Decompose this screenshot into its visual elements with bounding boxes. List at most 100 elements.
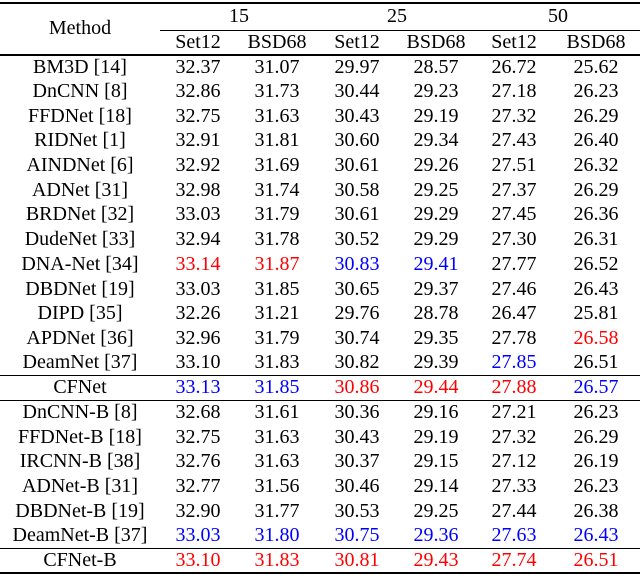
table-row: IRCNN-B [38] 32.76 31.63 30.37 29.15 27.12 26.…	[0, 450, 640, 475]
value-cell: 31.61	[236, 399, 318, 425]
value-cell: 31.83	[236, 547, 318, 573]
table-row: ADNet-B [31] 32.77 31.56 30.46 29.14 27.33 26.…	[0, 474, 640, 499]
value-cell: 31.79	[254, 203, 300, 226]
value-cell: 32.75	[175, 425, 221, 448]
value-cell: 27.32	[491, 104, 537, 127]
dataset-header-bsd68-25: BSD68	[396, 30, 476, 56]
table-body: BM3D [14] 32.37 31.07 29.97 28.57 26.72 25.62 D…	[0, 55, 640, 573]
dataset-header-set12-15: Set12	[160, 30, 236, 56]
table-row: ADNet [31] 32.98 31.74 30.58 29.25 27.37 26.29	[0, 178, 640, 203]
method-cell: CFNet-B	[0, 547, 160, 573]
value-cell: 30.53	[334, 499, 380, 522]
method-cell: DNA-Net [34]	[21, 252, 139, 275]
value-cell: 29.36	[413, 524, 459, 547]
value-cell: 26.43	[573, 524, 619, 547]
method-cell: DBDNet-B [19]	[15, 499, 145, 522]
value-cell: 27.88	[476, 374, 552, 401]
value-cell: 27.21	[476, 399, 552, 425]
method-column-header: Method	[0, 3, 160, 56]
value-cell: 33.03	[175, 524, 221, 547]
dataset-header-bsd68-15: BSD68	[236, 30, 318, 56]
value-cell: 33.13	[160, 374, 236, 401]
value-cell: 26.57	[552, 374, 640, 401]
value-cell: 27.78	[491, 326, 537, 349]
value-cell: 31.63	[254, 425, 300, 448]
method-cell: BRDNet [32]	[25, 203, 135, 226]
dataset-header-set12-50: Set12	[476, 30, 552, 56]
method-cell: RIDNet [1]	[34, 129, 126, 152]
value-cell: 27.32	[491, 425, 537, 448]
value-cell: 26.51	[552, 547, 640, 573]
value-cell: 30.43	[334, 104, 380, 127]
value-cell: 32.96	[175, 326, 221, 349]
table-row: FFDNet-B [18] 32.75 31.63 30.43 29.19 27.32 26…	[0, 425, 640, 450]
value-cell: 31.85	[236, 374, 318, 401]
table-row: DeamNet [37] 33.10 31.83 30.82 29.39 27.85 26.…	[0, 351, 640, 376]
value-cell: 29.25	[413, 499, 459, 522]
table-row: RIDNet [1] 32.91 31.81 30.60 29.34 27.43 26.40	[0, 129, 640, 154]
value-cell: 26.29	[573, 104, 619, 127]
value-cell: 26.23	[573, 475, 619, 498]
value-cell: 26.47	[491, 302, 537, 325]
table-row: AINDNet [6] 32.92 31.69 30.61 29.26 27.51 26.3…	[0, 153, 640, 178]
value-cell: 30.75	[334, 524, 380, 547]
value-cell: 26.23	[573, 80, 619, 103]
value-cell: 30.82	[334, 351, 380, 374]
dataset-header-bsd68-50: BSD68	[552, 30, 640, 56]
value-cell: 31.79	[254, 326, 300, 349]
method-cell: BM3D [14]	[33, 55, 127, 78]
value-cell: 30.46	[334, 475, 380, 498]
method-cell: FFDNet-B [18]	[18, 425, 142, 448]
value-cell: 25.62	[573, 55, 619, 78]
value-cell: 26.23	[552, 399, 640, 425]
value-cell: 26.40	[573, 129, 619, 152]
table-row: DnCNN [8] 32.86 31.73 30.44 29.23 27.18 26.23	[0, 79, 640, 104]
value-cell: 33.03	[175, 277, 221, 300]
header-row-datasets: Set12 BSD68 Set12 BSD68 Set12 BSD68	[0, 30, 640, 56]
value-cell: 31.73	[254, 80, 300, 103]
value-cell: 30.81	[318, 547, 396, 573]
value-cell: 30.37	[334, 450, 380, 473]
value-cell: 30.60	[334, 129, 380, 152]
method-cell: DeamNet [37]	[22, 351, 138, 374]
value-cell: 27.12	[491, 450, 537, 473]
value-cell: 30.52	[334, 228, 380, 251]
value-cell: 26.72	[491, 55, 537, 78]
value-cell: 27.46	[491, 277, 537, 300]
value-cell: 31.80	[254, 524, 300, 547]
value-cell: 31.81	[254, 129, 300, 152]
value-cell: 26.32	[573, 154, 619, 177]
table-row: DnCNN-B [8] 32.68 31.61 30.36 29.16 27.21 26.2…	[0, 399, 640, 425]
value-cell: 32.26	[175, 302, 221, 325]
value-cell: 31.87	[254, 252, 300, 275]
value-cell: 25.81	[573, 302, 619, 325]
method-cell: FFDNet [18]	[28, 104, 132, 127]
value-cell: 31.85	[254, 277, 300, 300]
table-row: CFNet 33.13 31.85 30.86 29.44 27.88 26.57	[0, 374, 640, 401]
value-cell: 32.98	[175, 178, 221, 201]
table-row: DBDNet-B [19] 32.90 31.77 30.53 29.25 27.44 26…	[0, 499, 640, 524]
value-cell: 31.69	[254, 154, 300, 177]
value-cell: 27.30	[491, 228, 537, 251]
value-cell: 27.37	[491, 178, 537, 201]
value-cell: 31.77	[254, 499, 300, 522]
value-cell: 30.58	[334, 178, 380, 201]
value-cell: 27.43	[491, 129, 537, 152]
method-cell: DBDNet [19]	[25, 277, 135, 300]
value-cell: 29.34	[413, 129, 459, 152]
value-cell: 33.10	[160, 547, 236, 573]
value-cell: 32.37	[175, 55, 221, 78]
value-cell: 30.74	[334, 326, 380, 349]
table-row: FFDNet [18] 32.75 31.63 30.43 29.19 27.32 26.2…	[0, 104, 640, 129]
value-cell: 26.31	[573, 228, 619, 251]
value-cell: 29.39	[413, 351, 459, 374]
value-cell: 28.57	[413, 55, 459, 78]
method-cell: ADNet [31]	[31, 178, 129, 201]
value-cell: 29.29	[413, 228, 459, 251]
value-cell: 26.29	[573, 425, 619, 448]
value-cell: 32.92	[175, 154, 221, 177]
method-cell: APDNet [36]	[26, 326, 134, 349]
value-cell: 29.97	[334, 55, 380, 78]
value-cell: 26.58	[573, 326, 619, 349]
method-cell: DIPD [35]	[37, 302, 123, 325]
